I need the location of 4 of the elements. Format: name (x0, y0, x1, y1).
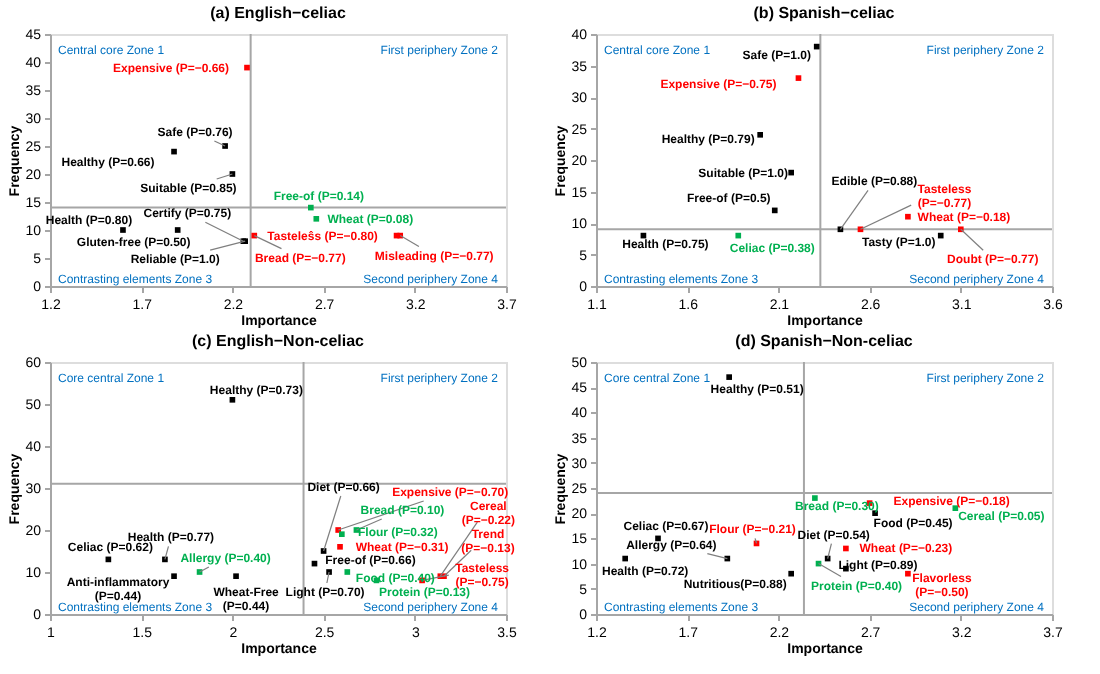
chart-title: (a) English−celiac (210, 4, 347, 22)
chart-title: (b) Spanish−celiac (753, 4, 896, 22)
chart-title: (c) English−Non-celiac (191, 332, 366, 350)
chart-title: (d) Spanish−Non-celiac (735, 332, 914, 350)
